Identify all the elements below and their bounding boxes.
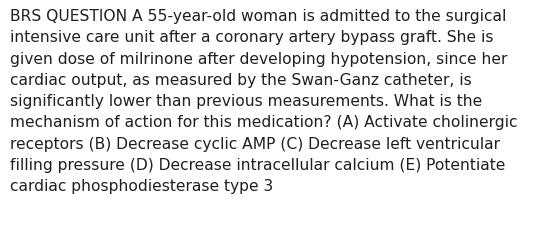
Text: BRS QUESTION A 55-year-old woman is admitted to the surgical
intensive care unit: BRS QUESTION A 55-year-old woman is admi… <box>10 9 517 193</box>
